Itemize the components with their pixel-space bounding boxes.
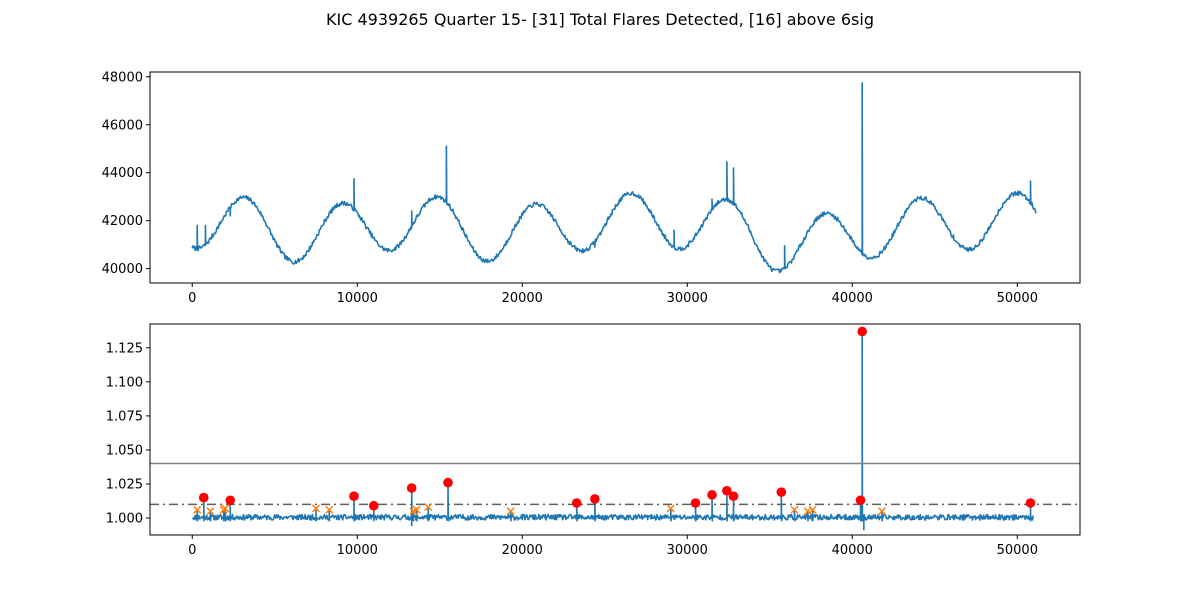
x-tick-label: 10000 xyxy=(337,291,378,306)
y-tick-label: 40000 xyxy=(102,262,143,277)
flare-candidate-marker-stroke xyxy=(808,505,817,514)
flare-6sig-marker xyxy=(443,477,453,488)
flare-candidate-marker xyxy=(325,505,334,514)
flare-candidate-marker-stroke xyxy=(877,507,887,516)
flare-6sig-marker xyxy=(225,495,235,506)
flare-candidate-marker xyxy=(193,505,202,514)
flare-6sig-marker xyxy=(1025,498,1036,508)
flare-6sig-marker xyxy=(198,492,209,503)
axes-frame xyxy=(149,71,1081,284)
flare-candidate-marker xyxy=(412,505,421,514)
figure-title: KIC 4939265 Quarter 15- [31] Total Flare… xyxy=(326,10,874,29)
flare-candidate-marker-stroke xyxy=(193,505,202,514)
flare-candidate-marker-stroke xyxy=(206,507,215,516)
x-tick-label: 10000 xyxy=(337,543,378,558)
flare-6sig-marker xyxy=(368,500,379,511)
flare-candidate-marker-stroke xyxy=(506,507,515,516)
flare-candidate-marker-stroke xyxy=(803,507,812,516)
flare-candidate-marker-stroke xyxy=(412,505,421,514)
y-tick-label: 1.025 xyxy=(106,477,143,492)
flare-candidate-marker xyxy=(877,507,887,516)
y-tick-label: 44000 xyxy=(102,166,143,181)
normalized-series xyxy=(191,330,1034,522)
flare-6sig-marker xyxy=(349,491,359,502)
flare-6sig-marker xyxy=(855,495,866,506)
flare-candidate-marker-stroke xyxy=(666,504,675,513)
flare-candidate-marker xyxy=(666,504,675,513)
x-tick-label: 0 xyxy=(188,291,196,306)
flare-6sig-marker xyxy=(857,326,867,337)
flare-candidate-marker xyxy=(221,504,230,513)
y-tick-label: 1.125 xyxy=(106,341,143,356)
x-tick-label: 50000 xyxy=(997,291,1038,306)
y-tick-label: 42000 xyxy=(102,214,143,229)
flare-candidate-marker xyxy=(808,505,817,514)
bottom-axes-normalized: 0 10000 20000 30000 40000 50000 1.000 1.025 1.05… xyxy=(106,323,1081,558)
flare-6sig-marker xyxy=(722,485,732,496)
flare-candidate-marker xyxy=(311,504,321,513)
y-tick-label: 48000 xyxy=(102,70,143,85)
axes-frame xyxy=(149,323,1081,536)
flare-candidate-marker xyxy=(506,507,515,516)
y-tick-label: 1.075 xyxy=(106,409,143,424)
x-tick-label: 30000 xyxy=(667,543,708,558)
flare-6sig-marker xyxy=(590,494,600,504)
x-tick-label: 20000 xyxy=(502,291,543,306)
flare-6sig-marker xyxy=(707,490,717,500)
flare-6sig-marker xyxy=(728,491,739,502)
x-tick-label: 40000 xyxy=(832,291,873,306)
flare-candidate-marker xyxy=(206,507,215,516)
flare-candidate-marker-stroke xyxy=(221,504,230,513)
flare-candidate-marker-stroke xyxy=(424,503,433,512)
top-axes-lightcurve: 0 10000 20000 30000 40000 50000 40000 42000 4400… xyxy=(102,70,1081,306)
flare-candidate-marker xyxy=(424,503,433,512)
flare-6sig-marker xyxy=(776,487,787,497)
y-tick-label: 46000 xyxy=(102,118,143,133)
flare-6sig-marker xyxy=(406,483,417,493)
flare-6sig-marker xyxy=(571,498,582,508)
x-tick-label: 50000 xyxy=(997,543,1038,558)
flare-candidate-marker xyxy=(803,507,812,516)
y-tick-label: 1.050 xyxy=(106,443,143,458)
x-tick-label: 30000 xyxy=(667,291,708,306)
flare-candidate-marker xyxy=(790,505,799,514)
flare-6sig-marker xyxy=(690,498,701,508)
flare-candidate-marker-stroke xyxy=(311,504,321,513)
lightcurve-series xyxy=(191,82,1038,274)
x-tick-label: 40000 xyxy=(832,543,873,558)
x-tick-label: 20000 xyxy=(502,543,543,558)
flare-candidate-marker-stroke xyxy=(790,505,799,514)
x-tick-label: 0 xyxy=(188,543,196,558)
y-tick-label: 1.000 xyxy=(106,511,143,526)
flare-candidate-marker-stroke xyxy=(325,505,334,514)
y-tick-label: 1.100 xyxy=(106,375,143,390)
